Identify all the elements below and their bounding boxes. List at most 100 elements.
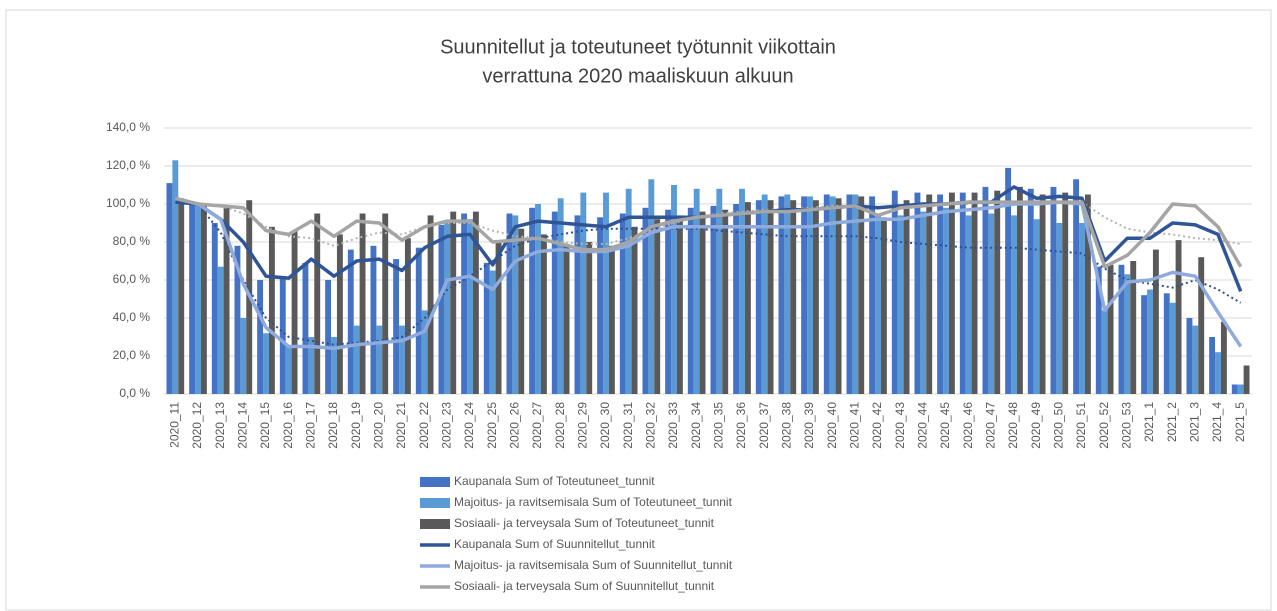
bar bbox=[1079, 223, 1085, 394]
bar bbox=[279, 276, 286, 394]
legend-label: Sosiaali- ja terveysala Sum of Toteutune… bbox=[454, 516, 715, 530]
x-tick-label: 2020_45 bbox=[938, 402, 952, 449]
x-tick-label: 2021_4 bbox=[1210, 402, 1224, 442]
bar bbox=[257, 280, 264, 394]
bar bbox=[268, 226, 275, 394]
bar bbox=[619, 213, 626, 394]
bar bbox=[586, 242, 593, 394]
bar bbox=[1147, 289, 1153, 394]
x-tick-label: 2020_48 bbox=[1006, 402, 1020, 449]
bar bbox=[1237, 384, 1244, 394]
bar bbox=[421, 310, 428, 394]
bar bbox=[376, 325, 383, 394]
bar bbox=[1215, 352, 1221, 394]
bar bbox=[755, 200, 762, 394]
bar bbox=[1062, 192, 1069, 394]
bar bbox=[1209, 337, 1216, 394]
bar bbox=[1033, 219, 1040, 394]
x-tick-label: 2020_30 bbox=[598, 402, 612, 449]
bar bbox=[744, 202, 751, 394]
x-tick-label: 2020_29 bbox=[576, 402, 590, 449]
x-tick-label: 2020_17 bbox=[304, 402, 318, 449]
bar bbox=[1141, 295, 1148, 394]
bar bbox=[920, 211, 927, 394]
bar bbox=[812, 200, 819, 394]
bar bbox=[891, 190, 898, 394]
x-tick-label: 2021_5 bbox=[1233, 402, 1247, 442]
y-tick-label: 20,0 % bbox=[113, 348, 151, 362]
bar bbox=[512, 215, 519, 394]
bar bbox=[1243, 365, 1250, 394]
x-tick-label: 2020_49 bbox=[1029, 402, 1043, 449]
x-tick-label: 2020_24 bbox=[462, 402, 476, 449]
bar bbox=[903, 200, 910, 394]
bar bbox=[404, 238, 411, 394]
bar bbox=[518, 228, 525, 394]
x-tick-label: 2020_19 bbox=[349, 402, 363, 449]
bar bbox=[308, 337, 315, 394]
bar bbox=[937, 194, 944, 394]
bar bbox=[965, 215, 972, 394]
x-tick-label: 2020_14 bbox=[236, 402, 250, 449]
bar bbox=[285, 346, 292, 394]
bar bbox=[671, 185, 677, 394]
bar bbox=[1231, 384, 1238, 394]
bar bbox=[467, 219, 473, 394]
bar bbox=[551, 211, 558, 394]
bar bbox=[869, 196, 876, 394]
x-tick-label: 2020_27 bbox=[530, 402, 544, 449]
legend-label: Majoitus- ja ravitsemisala Sum of Suunni… bbox=[454, 558, 733, 572]
bar bbox=[994, 190, 1001, 394]
y-tick-label: 100,0 % bbox=[106, 196, 150, 210]
x-tick-label: 2020_36 bbox=[734, 402, 748, 449]
x-tick-label: 2020_18 bbox=[326, 402, 340, 449]
bar bbox=[625, 188, 632, 394]
bar bbox=[943, 207, 949, 394]
bar bbox=[852, 194, 859, 394]
x-tick-label: 2020_38 bbox=[780, 402, 794, 449]
bar bbox=[823, 194, 830, 394]
x-tick-label: 2020_13 bbox=[213, 402, 227, 449]
x-tick-label: 2021_3 bbox=[1188, 402, 1202, 442]
x-tick-label: 2020_53 bbox=[1120, 402, 1134, 449]
bar bbox=[1027, 188, 1034, 394]
bar bbox=[574, 215, 581, 394]
bar bbox=[722, 209, 729, 394]
y-tick-label: 40,0 % bbox=[113, 310, 151, 324]
bar bbox=[858, 196, 865, 394]
bar bbox=[178, 198, 185, 394]
bar bbox=[506, 213, 513, 394]
x-tick-label: 2020_40 bbox=[825, 402, 839, 449]
bar bbox=[166, 183, 173, 394]
legend-label: Sosiaali- ja terveysala Sum of Suunnitel… bbox=[454, 579, 715, 593]
bar bbox=[982, 186, 989, 394]
bar bbox=[1005, 167, 1012, 394]
bar bbox=[444, 223, 451, 394]
x-tick-label: 2020_41 bbox=[848, 402, 862, 449]
bar bbox=[608, 245, 615, 394]
y-tick-label: 0,0 % bbox=[119, 386, 150, 400]
bar bbox=[971, 192, 978, 394]
x-tick-label: 2020_51 bbox=[1074, 402, 1088, 449]
x-tick-label: 2020_52 bbox=[1097, 402, 1111, 449]
bar bbox=[959, 192, 966, 394]
bar bbox=[687, 207, 694, 394]
x-tick-label: 2020_26 bbox=[508, 402, 522, 449]
legend-swatch bbox=[420, 519, 450, 529]
bar bbox=[438, 224, 445, 394]
bar bbox=[563, 243, 570, 394]
bar bbox=[1011, 215, 1017, 394]
bar bbox=[1073, 179, 1080, 394]
y-tick-label: 60,0 % bbox=[113, 272, 151, 286]
bar bbox=[472, 211, 479, 394]
bar bbox=[189, 204, 196, 394]
bar bbox=[699, 211, 706, 394]
bar bbox=[540, 234, 547, 394]
x-tick-label: 2020_12 bbox=[190, 402, 204, 449]
bar bbox=[1039, 194, 1046, 394]
x-tick-label: 2020_25 bbox=[485, 402, 499, 449]
bar bbox=[676, 215, 683, 394]
bar bbox=[801, 196, 808, 394]
bar bbox=[359, 213, 366, 394]
